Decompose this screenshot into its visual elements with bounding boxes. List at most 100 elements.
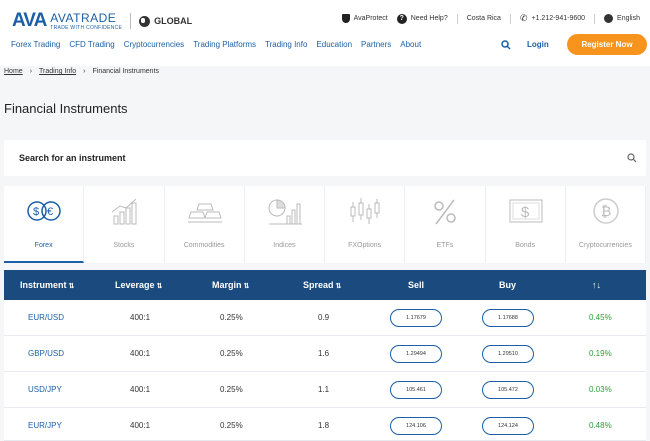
svg-text:$: $ [33, 206, 39, 218]
avaprotect-link[interactable]: AvaProtect [341, 14, 388, 23]
chevron-right-icon: › [83, 68, 86, 75]
tab-cryptocurrencies[interactable]: ₿ Cryptocurrencies [565, 186, 646, 263]
column-header-spread[interactable]: Spread ⇅ [303, 280, 342, 290]
logo[interactable]: AVA AVATRADE TRADE WITH CONFIDENCE GLOBA… [12, 10, 192, 32]
stocks-chart-icon [111, 198, 137, 225]
margin-value: 0.25% [220, 385, 243, 394]
help-icon: ? [396, 13, 407, 24]
sort-icon[interactable]: ⇅ [68, 283, 75, 290]
register-button[interactable]: Register Now [567, 34, 647, 55]
tab-label: FXOptions [348, 242, 382, 249]
column-header-sell: Sell [408, 280, 425, 290]
nav-partners[interactable]: Partners [361, 40, 392, 49]
tab-label: Commodities [183, 242, 225, 249]
buy-button[interactable]: 1.29510 [482, 345, 534, 363]
table-header: Instrument ⇅ Leverage ⇅ Margin ⇅ Spread ⇅ Se… [4, 270, 646, 300]
percent-icon [434, 199, 456, 225]
phone-icon: ✆ [519, 13, 528, 23]
leverage-value: 400:1 [130, 385, 151, 394]
nav-about[interactable]: About [400, 40, 422, 49]
nav-cryptocurrencies[interactable]: Cryptocurrencies [123, 40, 185, 49]
leverage-value: 400:1 [130, 421, 151, 430]
divider [130, 13, 132, 29]
nav-forex-trading[interactable]: Forex Trading [11, 40, 61, 49]
search-icon[interactable] [501, 40, 511, 50]
instrument-search[interactable]: Search for an instrument [4, 140, 646, 176]
svg-text:$: $ [521, 204, 530, 221]
column-header-margin[interactable]: Margin ⇅ [212, 280, 250, 290]
divider [594, 13, 596, 24]
tab-fxoptions[interactable]: FXOptions [325, 186, 406, 263]
region-selector[interactable]: GLOBAL [139, 15, 192, 27]
sell-button[interactable]: 105.461 [390, 381, 442, 399]
spread-value: 0.9 [318, 313, 330, 322]
logo-name: AVATRADE [50, 11, 117, 25]
instrument-link[interactable]: EUR/USD [28, 313, 65, 322]
instrument-link[interactable]: EUR/JPY [28, 421, 62, 430]
search-icon[interactable] [627, 153, 637, 163]
column-header-buy: Buy [499, 280, 517, 290]
dollar-bond-icon: $ [509, 199, 542, 223]
sort-icon[interactable]: ⇅ [156, 283, 163, 290]
help-link[interactable]: ? Need Help? [396, 13, 448, 24]
logo-mark: AVA [12, 10, 47, 31]
spread-value: 1.1 [318, 385, 330, 394]
buy-button[interactable]: 105.472 [482, 381, 534, 399]
table-row: USD/JPY 400:1 0.25% 1.1 105.461 105.472 … [4, 372, 646, 408]
sort-icon[interactable]: ⇅ [335, 283, 342, 290]
page-title: Financial Instruments [4, 101, 128, 116]
breadcrumb: Home › Trading Info › Financial Instrume… [4, 68, 159, 75]
logo-tagline: TRADE WITH CONFIDENCE [50, 25, 123, 31]
divider [509, 13, 511, 24]
tab-label: Forex [34, 242, 53, 249]
spread-value: 1.6 [318, 349, 330, 358]
breadcrumb-current: Financial Instruments [92, 68, 160, 75]
nav-trading-platforms[interactable]: Trading Platforms [193, 40, 257, 49]
sort-icon[interactable]: ⇅ [243, 283, 250, 290]
globe-icon [604, 14, 614, 23]
tab-etfs[interactable]: ETFs [405, 186, 486, 263]
nav-education[interactable]: Education [316, 40, 353, 49]
tab-indices[interactable]: Indices [244, 186, 325, 263]
sell-button[interactable]: 124.106 [390, 417, 442, 435]
nav-trading-info[interactable]: Trading Info [265, 40, 308, 49]
tab-bonds[interactable]: $ Bonds [485, 186, 566, 263]
globe-icon [139, 15, 151, 27]
sell-button[interactable]: 1.29494 [390, 345, 442, 363]
leverage-value: 400:1 [130, 313, 151, 322]
buy-button[interactable]: 1.17688 [482, 309, 534, 327]
instrument-link[interactable]: GBP/USD [28, 349, 65, 358]
shield-icon [341, 14, 350, 23]
buy-button[interactable]: 124.124 [482, 417, 534, 435]
leverage-value: 400:1 [130, 349, 151, 358]
instrument-link[interactable]: USD/JPY [28, 385, 62, 394]
country-selector[interactable]: Costa Rica [466, 15, 501, 22]
tab-forex[interactable]: $ € Forex [4, 186, 85, 263]
nav-cfd-trading[interactable]: CFD Trading [69, 40, 115, 49]
sort-change-icon[interactable]: ↑↓ [592, 280, 601, 290]
search-label: Search for an instrument [19, 153, 126, 163]
spread-value: 1.8 [318, 421, 330, 430]
change-value: 0.19% [589, 349, 612, 358]
column-header-instrument[interactable]: Instrument ⇅ [20, 280, 75, 290]
site-header: AVA AVATRADE TRADE WITH CONFIDENCE GLOBA… [0, 0, 650, 66]
category-tabs: $ € Forex Stocks Commodities [4, 186, 646, 263]
login-link[interactable]: Login [527, 40, 549, 49]
language-selector[interactable]: English [604, 14, 640, 23]
tab-commodities[interactable]: Commodities [164, 186, 245, 263]
column-header-leverage[interactable]: Leverage ⇅ [115, 280, 163, 290]
phone-link[interactable]: ✆ +1.212-941-9600 [519, 13, 586, 23]
sell-button[interactable]: 1.17679 [390, 309, 442, 327]
bitcoin-icon: ₿ [593, 198, 619, 224]
margin-value: 0.25% [220, 349, 243, 358]
margin-value: 0.25% [220, 421, 243, 430]
table-row: EUR/JPY 400:1 0.25% 1.8 124.106 124.124 … [4, 408, 646, 441]
table-row: EUR/USD 400:1 0.25% 0.9 1.17679 1.17688 … [4, 300, 646, 336]
breadcrumb-home[interactable]: Home [4, 68, 23, 75]
margin-value: 0.25% [220, 313, 243, 322]
utility-bar: AvaProtect ? Need Help? Costa Rica ✆ +1.… [333, 13, 640, 24]
svg-text:€: € [47, 206, 53, 218]
breadcrumb-trading-info[interactable]: Trading Info [39, 68, 77, 75]
main-nav: Forex Trading CFD Trading Cryptocurrenci… [11, 40, 430, 49]
tab-stocks[interactable]: Stocks [84, 186, 165, 263]
